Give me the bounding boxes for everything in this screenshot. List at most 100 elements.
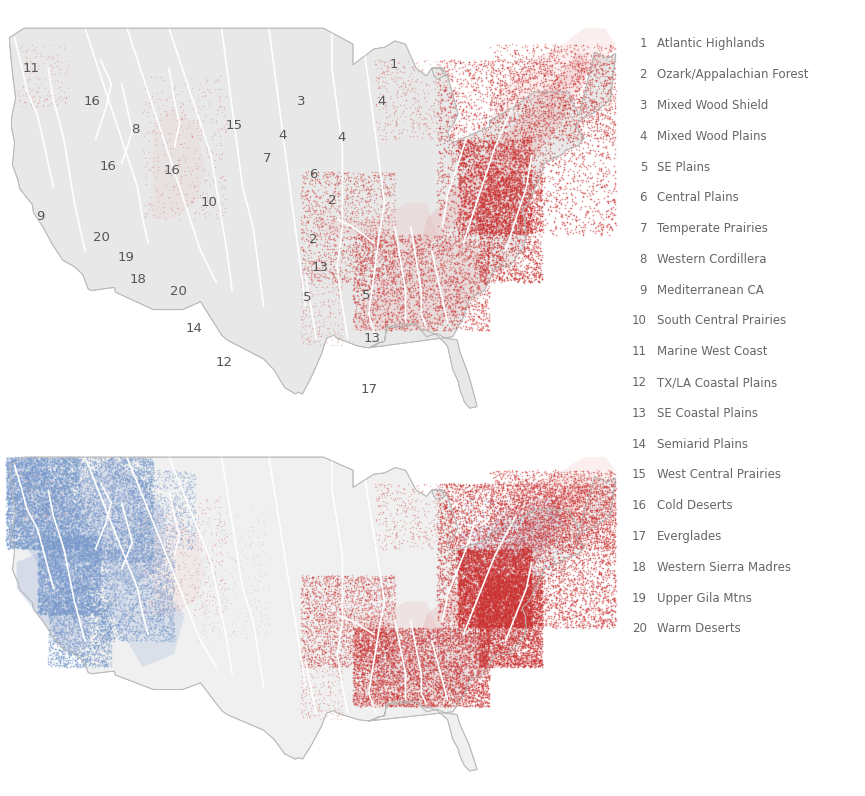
Point: [218, 534, 232, 547]
Point: [355, 683, 368, 696]
Point: [331, 708, 345, 721]
Point: [460, 172, 474, 185]
Point: [476, 601, 490, 614]
Point: [29, 513, 43, 526]
Point: [529, 650, 542, 663]
Point: [523, 590, 537, 603]
Point: [543, 534, 557, 547]
Point: [499, 619, 513, 632]
Point: [541, 513, 554, 526]
Point: [384, 623, 398, 636]
Point: [48, 585, 62, 598]
Point: [508, 606, 522, 618]
Point: [519, 592, 533, 605]
Point: [463, 625, 477, 638]
Point: [548, 57, 562, 69]
Point: [362, 253, 375, 266]
Point: [448, 558, 462, 571]
Point: [332, 706, 346, 719]
Point: [466, 530, 480, 543]
Point: [505, 511, 519, 524]
Point: [362, 640, 375, 653]
Point: [321, 640, 335, 653]
Point: [488, 538, 502, 551]
Point: [374, 269, 388, 282]
Point: [465, 599, 479, 611]
Point: [92, 555, 106, 568]
Point: [474, 559, 488, 572]
Point: [477, 541, 491, 554]
Point: [460, 150, 474, 162]
Point: [572, 81, 586, 94]
Point: [411, 696, 425, 709]
Point: [389, 660, 403, 673]
Point: [561, 613, 574, 626]
Point: [460, 150, 474, 162]
Point: [479, 690, 493, 703]
Point: [465, 555, 478, 568]
Point: [80, 620, 93, 633]
Point: [245, 555, 259, 568]
Point: [502, 652, 516, 665]
Point: [67, 574, 80, 587]
Point: [509, 553, 523, 566]
Point: [41, 93, 54, 106]
Point: [523, 178, 537, 191]
Point: [434, 583, 448, 596]
Point: [481, 563, 495, 576]
Point: [370, 569, 384, 582]
Point: [54, 618, 67, 631]
Point: [459, 673, 473, 686]
Point: [73, 573, 87, 586]
Point: [469, 562, 483, 575]
Point: [459, 563, 473, 576]
Point: [493, 580, 507, 593]
Point: [52, 607, 66, 620]
Point: [383, 681, 397, 693]
Point: [145, 534, 159, 547]
Point: [349, 622, 362, 635]
Point: [143, 596, 157, 609]
Point: [321, 193, 335, 206]
Point: [69, 468, 83, 481]
Point: [62, 542, 76, 555]
Point: [67, 578, 81, 591]
Point: [162, 503, 176, 516]
Point: [490, 502, 503, 515]
Point: [481, 626, 495, 639]
Point: [15, 496, 29, 509]
Point: [466, 630, 480, 642]
Point: [59, 490, 73, 502]
Point: [35, 527, 48, 540]
Point: [476, 143, 490, 156]
Point: [529, 217, 543, 230]
Point: [155, 553, 169, 566]
Point: [517, 242, 531, 255]
Point: [511, 611, 525, 623]
Point: [159, 521, 173, 533]
Point: [426, 105, 440, 118]
Point: [121, 532, 135, 544]
Point: [16, 538, 30, 551]
Point: [541, 526, 554, 539]
Point: [68, 531, 82, 544]
Point: [505, 595, 519, 607]
Point: [107, 557, 121, 570]
Point: [596, 62, 610, 75]
Point: [493, 552, 507, 565]
Point: [164, 578, 178, 591]
Point: [513, 256, 527, 269]
Point: [144, 200, 158, 213]
Point: [449, 322, 463, 335]
Point: [473, 229, 487, 242]
Point: [507, 637, 521, 650]
Point: [534, 108, 548, 121]
Point: [459, 634, 473, 647]
Point: [503, 213, 517, 226]
Point: [86, 562, 99, 575]
Point: [137, 498, 151, 511]
Point: [600, 495, 614, 508]
Point: [465, 213, 479, 226]
Point: [458, 109, 472, 122]
Point: [105, 513, 119, 526]
